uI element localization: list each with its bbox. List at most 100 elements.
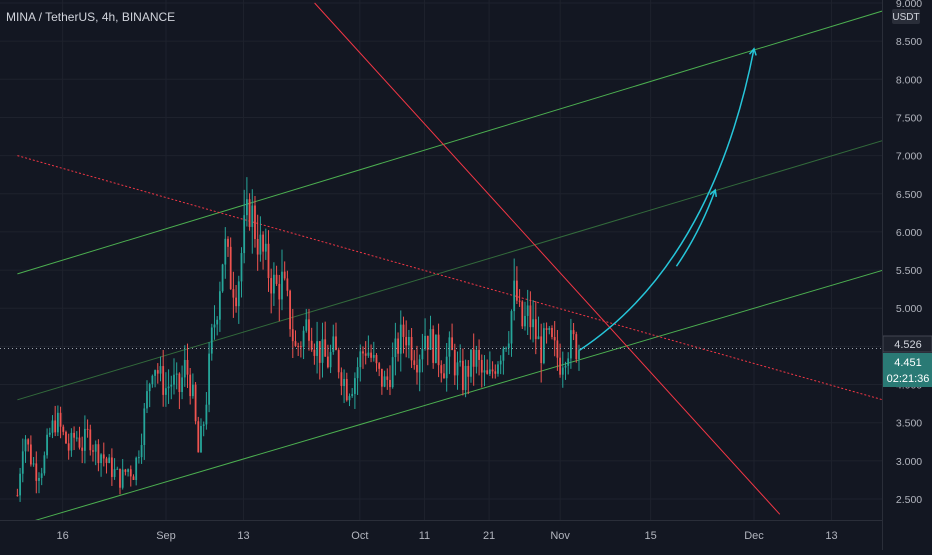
candle-body: [302, 330, 305, 347]
candle-body: [553, 337, 556, 341]
price-tick-label: 8.000: [896, 74, 922, 86]
candle-body: [578, 350, 580, 360]
candle-body: [191, 384, 194, 397]
candle-body: [418, 359, 421, 373]
candle-body: [343, 378, 345, 386]
channel-lower-line[interactable]: [17, 265, 897, 527]
candle-body: [94, 444, 97, 452]
candle-body: [194, 384, 197, 422]
candle-body: [113, 469, 116, 477]
candle-body: [294, 341, 297, 346]
last-price-value: 4.451: [894, 357, 922, 369]
candle-body: [243, 215, 246, 254]
candle-body: [289, 290, 291, 330]
candle-body: [181, 377, 183, 393]
candle-body: [213, 324, 216, 328]
candle-body: [100, 454, 102, 464]
candle-body: [27, 439, 30, 445]
candle-body: [240, 253, 243, 282]
candle-body: [318, 341, 321, 363]
candle-body: [251, 205, 254, 227]
candle-body: [197, 421, 200, 453]
price-tick-label: 7.500: [896, 112, 922, 124]
candle-body: [62, 426, 65, 432]
time-tick-label: Oct: [351, 530, 368, 542]
price-tick-label: 6.000: [896, 227, 922, 239]
candle-body: [105, 458, 108, 463]
price-axis[interactable]: 9.000 8.500 8.000 7.500 7.000 6.500 6.000 5.500…: [882, 0, 932, 520]
candle-body: [267, 243, 270, 279]
candle-body: [505, 348, 507, 350]
time-tick-label: 13: [237, 530, 249, 542]
time-tick-label: 15: [644, 530, 656, 542]
candle-body: [359, 351, 362, 368]
resistance-line[interactable]: [314, 2, 781, 515]
candle-body: [470, 349, 472, 377]
price-tick-label: 2.500: [896, 494, 922, 506]
candle-body: [480, 359, 483, 373]
candle-body: [148, 384, 151, 392]
candle-body: [156, 370, 159, 374]
candle-body: [170, 384, 173, 387]
candle-body: [308, 319, 310, 341]
candle-body: [59, 412, 62, 427]
candle-body: [29, 444, 32, 465]
candle-body: [478, 349, 480, 360]
dotted-resistance-line[interactable]: [17, 155, 897, 405]
candle-body: [329, 351, 332, 368]
candle-body: [351, 393, 354, 397]
candle-body: [175, 373, 178, 375]
candle-body: [162, 366, 165, 395]
candle-body: [434, 334, 437, 363]
candle-body: [143, 408, 146, 445]
candle-body: [159, 366, 162, 374]
currency-badge[interactable]: [892, 9, 920, 24]
price-tick-label: 6.500: [896, 189, 922, 201]
candle-body: [486, 370, 489, 374]
candle-body: [407, 336, 410, 346]
projection-arrow-path[interactable]: [675, 189, 716, 267]
symbol-title[interactable]: MINA / TetherUS, 4h, BINANCE: [6, 10, 176, 24]
candle-body: [189, 374, 192, 397]
candle-body: [229, 246, 232, 290]
candle-body: [507, 343, 510, 349]
candle-body: [218, 291, 221, 320]
candle-body: [432, 329, 435, 363]
candle-body: [21, 451, 24, 474]
candle-body: [38, 477, 40, 481]
candle-body: [410, 336, 413, 361]
candle-body: [572, 330, 575, 335]
projection-arrow-path[interactable]: [579, 48, 755, 351]
candle-body: [321, 339, 324, 363]
candle-body: [202, 424, 205, 426]
candle-body: [186, 359, 189, 375]
candle-body: [413, 360, 416, 365]
candle-body: [429, 329, 432, 350]
time-tick-label: 13: [825, 530, 837, 542]
candle-body: [451, 337, 453, 350]
candle-body: [526, 305, 529, 316]
candle-body: [529, 305, 532, 328]
channel-middle-line[interactable]: [17, 136, 897, 401]
candle-body: [370, 352, 372, 358]
candle-body: [416, 364, 418, 373]
time-tick-label: 21: [483, 530, 495, 542]
channel-upper-line[interactable]: [17, 6, 897, 275]
candle-body: [389, 379, 391, 388]
candle-body: [391, 357, 394, 388]
candle-body: [335, 336, 337, 351]
projection-arrow-head: [748, 47, 757, 56]
candle-body: [83, 428, 86, 451]
candle-body: [426, 335, 429, 350]
chart-header: MINA / TetherUS, 4h, BINANCE: [6, 10, 175, 24]
candle-body: [54, 420, 57, 433]
candle-body: [127, 469, 129, 472]
candle-body: [569, 330, 572, 359]
candle-body: [119, 468, 121, 488]
candle-body: [210, 327, 213, 354]
candle-body: [278, 283, 281, 300]
price-tick-label: 9.000: [896, 0, 922, 10]
